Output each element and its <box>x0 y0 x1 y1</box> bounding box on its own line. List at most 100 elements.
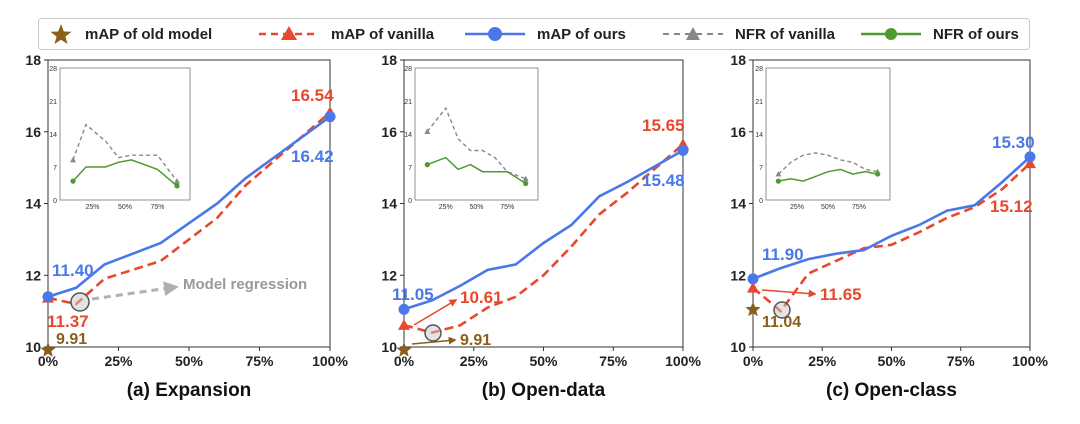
series-line-ours <box>403 149 684 311</box>
legend-circle-icon <box>861 28 921 40</box>
data-label-ours-start: 11.90 <box>762 245 804 264</box>
x-tick-label: 0% <box>38 353 59 369</box>
data-label-vanilla-end: 15.12 <box>990 197 1033 216</box>
inset-x-tick-label: 50% <box>469 204 483 211</box>
inset-x-tick-label: 50% <box>118 204 132 211</box>
x-tick-label: 75% <box>245 353 274 369</box>
inset-nfr-ours-start-marker <box>424 162 430 168</box>
x-tick-label: 75% <box>599 353 628 369</box>
x-tick-label: 0% <box>743 353 764 369</box>
legend-item-nfr-ours: NFR of ours <box>859 19 1019 49</box>
inset-line-nfr-ours <box>427 156 527 185</box>
inset-nfr-ours-start-marker <box>775 178 782 184</box>
inset-nfr-ours-end-marker <box>523 180 529 187</box>
inset-x-tick-label: 75% <box>500 204 514 211</box>
legend-label: mAP of old model <box>85 25 213 43</box>
regression-annotation: Model regression <box>183 276 307 293</box>
legend-item-ours: mAP of ours <box>463 19 626 49</box>
data-label-old-model: 9.91 <box>460 332 491 349</box>
inset-nfr-vanilla-start-marker <box>424 128 431 135</box>
panel-title: (a) Expansion <box>127 380 252 401</box>
y-tick-label: 10 <box>381 339 397 355</box>
inset-nfr-vanilla-end-marker <box>174 178 180 184</box>
vanilla-label-arrow <box>413 299 458 326</box>
inset-line-nfr-vanilla <box>426 106 526 180</box>
ours-end-marker <box>324 111 336 123</box>
inset-y-tick-label: 28 <box>49 66 57 73</box>
legend: mAP of old model mAP of vanilla mAP of o… <box>38 18 1030 50</box>
inset-nfr-vanilla-start-marker <box>775 171 782 177</box>
old-model-label-arrow <box>411 336 457 345</box>
inset-y-tick-label: 28 <box>404 66 412 73</box>
y-tick-label: 18 <box>381 52 397 68</box>
vanilla-start-marker <box>747 281 759 293</box>
inset-line-nfr-vanilla <box>777 152 878 175</box>
regression-circle <box>773 301 791 319</box>
inset-x-tick-label: 25% <box>85 204 99 211</box>
panel-title: (c) Open-class <box>826 380 957 401</box>
legend-triangle-icon <box>663 27 723 40</box>
data-label-vanilla-end: 16.54 <box>291 86 334 105</box>
inset-x-tick-label: 75% <box>150 204 164 211</box>
x-tick-label: 25% <box>460 353 489 369</box>
data-label-ours-start: 11.40 <box>52 261 94 280</box>
ours-start-marker <box>747 273 759 285</box>
vanilla-start-marker <box>398 319 410 330</box>
x-tick-label: 0% <box>394 353 415 369</box>
series-line-vanilla <box>403 143 684 334</box>
data-label-ours-end: 15.30 <box>992 133 1035 152</box>
inset-x-tick-label: 25% <box>439 204 453 211</box>
series-line-ours <box>752 155 1031 281</box>
x-tick-label: 100% <box>665 353 701 369</box>
legend-label: NFR of vanilla <box>735 25 836 43</box>
inset-nfr-ours-start-marker <box>70 178 76 184</box>
series-line-vanilla <box>752 162 1031 313</box>
inset-y-tick-label: 7 <box>53 165 57 172</box>
x-tick-label: 75% <box>947 353 976 369</box>
x-tick-label: 50% <box>529 353 558 369</box>
legend-label: NFR of ours <box>933 25 1019 43</box>
inset-nfr-vanilla-end-marker <box>522 175 529 182</box>
inset-y-tick-label: 7 <box>408 165 412 172</box>
data-label-ours-end: 16.42 <box>291 147 334 166</box>
y-tick-label: 12 <box>730 267 746 283</box>
y-tick-label: 10 <box>730 339 746 355</box>
inset-x-tick-label: 25% <box>790 204 804 211</box>
y-tick-label: 14 <box>381 196 397 212</box>
inset-nfr-vanilla-start-marker <box>70 156 76 163</box>
inset-frame <box>765 67 891 201</box>
data-label-vanilla-end: 15.65 <box>642 116 685 135</box>
y-tick-label: 16 <box>730 124 746 140</box>
legend-item-old-model: mAP of old model <box>47 19 212 49</box>
vanilla-label-arrow <box>761 289 817 298</box>
inset-y-tick-label: 21 <box>404 99 412 106</box>
inset-y-tick-label: 0 <box>408 198 412 205</box>
series-line-ours <box>47 115 331 299</box>
ours-start-marker <box>398 303 410 315</box>
y-tick-label: 18 <box>730 52 746 68</box>
inset-nfr-ours-end-marker <box>174 183 180 189</box>
legend-triangle-icon <box>259 26 319 40</box>
inset-line-nfr-vanilla <box>72 123 178 182</box>
inset-y-tick-label: 0 <box>53 198 57 205</box>
legend-label: mAP of ours <box>537 25 626 43</box>
ours-end-marker <box>677 144 689 156</box>
x-tick-label: 50% <box>175 353 204 369</box>
data-label-ours-end: 15.48 <box>642 171 685 190</box>
y-tick-label: 12 <box>381 267 397 283</box>
x-tick-label: 100% <box>1012 353 1048 369</box>
inset-line-nfr-ours <box>778 168 878 182</box>
x-tick-label: 50% <box>877 353 906 369</box>
data-label-ours-start: 11.05 <box>392 285 434 304</box>
data-label-old-model: 9.91 <box>56 331 87 348</box>
ours-start-marker <box>42 291 54 303</box>
inset-y-tick-label: 14 <box>404 132 412 139</box>
y-tick-label: 16 <box>381 124 397 140</box>
regression-arrow <box>91 281 179 301</box>
panel-title: (b) Open-data <box>482 380 606 401</box>
inset-line-nfr-ours <box>72 159 178 187</box>
legend-item-nfr-vanilla: NFR of vanilla <box>661 19 835 49</box>
data-label-old-model: 11.04 <box>762 314 801 331</box>
x-tick-label: 100% <box>312 353 348 369</box>
